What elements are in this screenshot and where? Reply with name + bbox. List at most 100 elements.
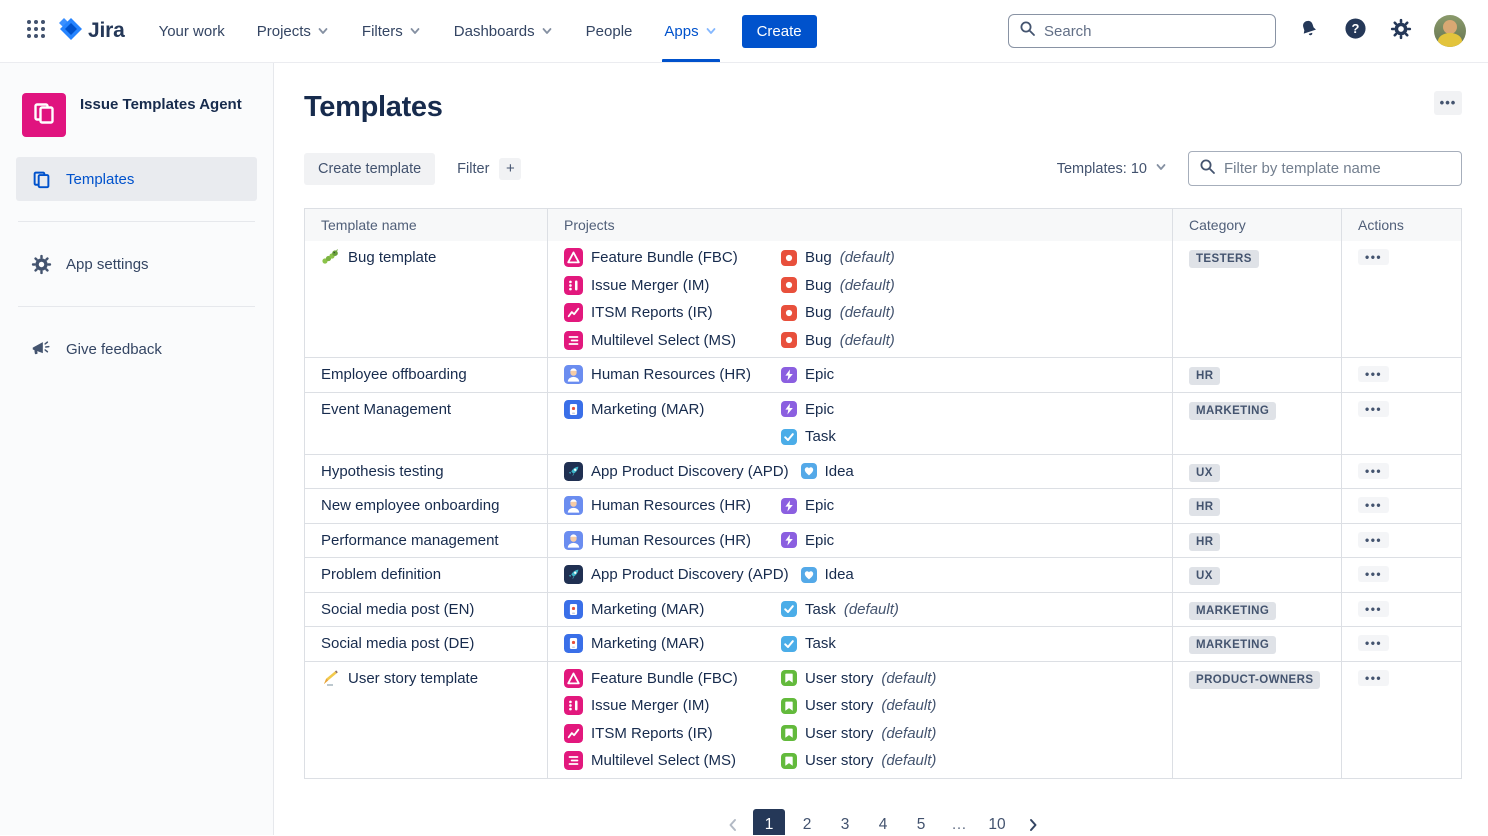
nav-item-label: Filters [361,22,403,40]
create-template-button[interactable]: Create template [304,152,436,185]
nav-item-dashboards[interactable]: Dashboards [438,0,570,62]
marketing-project-icon [564,599,583,619]
writing-hand-emoji-icon [321,669,340,688]
bug-issue-icon [781,277,797,294]
nav-item-apps[interactable]: Apps [648,0,733,62]
pagination-prev-button[interactable] [719,809,747,836]
issue-type-label: User story [805,752,874,770]
row-actions-button[interactable]: ••• [1358,566,1390,582]
nav-item-your-work[interactable]: Your work [143,0,241,62]
search-icon [1199,158,1216,180]
bug-issue-icon [781,304,797,321]
marketing-project-icon [564,634,583,654]
human-resources-project-icon [564,530,583,550]
task-issue-icon [781,428,797,445]
sidebar-item-label: App settings [66,255,149,273]
idea-issue-icon [800,463,817,480]
sidebar-divider [18,221,255,222]
pagination-page-10[interactable]: 10 [981,809,1013,836]
actions-cell: ••• [1341,489,1461,523]
row-actions-button[interactable]: ••• [1358,635,1390,651]
nav-item-projects[interactable]: Projects [241,0,346,62]
row-actions-button[interactable]: ••• [1358,400,1390,417]
row-actions-button[interactable]: ••• [1358,600,1390,617]
row-actions-button[interactable]: ••• [1358,497,1390,513]
templates-table: Template name Projects Category Actions Bug… [304,208,1462,779]
issue-merger-project-icon [564,275,583,295]
category-badge: TESTERS [1189,250,1259,268]
project-label: Marketing (MAR) [591,600,705,618]
chevron-down-icon [540,24,554,38]
bell-icon[interactable] [1296,18,1322,44]
issue-type-label: Epic [805,400,835,418]
issue-type-default-flag: (default) [839,276,895,294]
category-badge: UX [1189,567,1220,585]
app-switcher-grid-icon[interactable] [20,15,52,47]
nav-item-label: Your work [158,22,225,40]
category-cell: MARKETING [1172,627,1341,661]
issue-type-label: Epic [805,366,835,384]
nav-item-label: Dashboards [453,22,535,40]
epic-issue-icon [781,532,797,549]
page-more-actions-button[interactable]: ••• [1434,91,1462,115]
global-search[interactable] [1008,14,1276,48]
jira-logo[interactable]: Jira [58,16,125,47]
template-name: Employee offboarding [321,366,467,384]
issue-type-label: Task [805,428,836,446]
template-name-filter[interactable] [1188,151,1462,186]
row-actions-button[interactable]: ••• [1358,669,1390,686]
pagination-page-4[interactable]: 4 [867,809,899,836]
help-icon[interactable]: ? [1342,18,1368,44]
issue-type-label: User story [805,724,874,742]
sidebar-item-templates[interactable]: Templates [16,157,257,201]
template-name-filter-input[interactable] [1224,160,1451,177]
issue-type-default-flag: (default) [881,697,937,715]
table-row: Event Management Marketing (MAR) Epic Task M… [305,391,1461,454]
nav-item-filters[interactable]: Filters [346,0,438,62]
sidebar-item-app-settings[interactable]: App settings [16,242,257,286]
pagination-page-5[interactable]: 5 [905,809,937,836]
projects-cell: Human Resources (HR) Epic [547,358,1172,392]
projects-cell: Marketing (MAR) Task [547,627,1172,661]
sidebar-item-give-feedback[interactable]: Give feedback [16,327,257,371]
projects-cell: Human Resources (HR) Epic [547,489,1172,523]
pagination-page-3[interactable]: 3 [829,809,861,836]
template-name-cell: User story template [305,662,547,778]
pagination-next-button[interactable] [1019,809,1047,836]
actions-cell: ••• [1341,358,1461,392]
page-title: Templates [304,91,443,123]
category-cell: HR [1172,489,1341,523]
projects-cell: Human Resources (HR) Epic [547,523,1172,557]
project-label: Human Resources (HR) [591,531,752,549]
row-actions-button[interactable]: ••• [1358,531,1390,548]
category-cell: UX [1172,558,1341,592]
gear-icon[interactable] [1388,18,1414,44]
nav-item-label: People [585,22,633,40]
nav-item-people[interactable]: People [570,0,649,62]
column-header-template-name: Template name [321,217,417,233]
pagination-page-1[interactable]: 1 [753,808,785,835]
row-actions-button[interactable]: ••• [1358,366,1390,382]
create-button[interactable]: Create [741,14,817,48]
task-issue-icon [781,635,797,652]
template-name: Bug template [348,249,437,267]
row-actions-button[interactable]: ••• [1358,462,1390,479]
project-label: Issue Merger (IM) [591,276,710,294]
main-content: Templates ••• Create template Filter + T… [274,63,1488,835]
project-label: Issue Merger (IM) [591,697,710,715]
pagination: 1 2 3 4 5… 10 [304,808,1462,836]
avatar[interactable] [1434,15,1466,47]
feature-bundle-project-icon [564,668,583,688]
search-input[interactable] [1044,22,1265,40]
add-filter-button[interactable]: + [499,157,522,180]
templates-count-dropdown[interactable]: Templates: 10 [1057,160,1168,178]
template-name-cell: New employee onboarding [305,489,547,523]
row-actions-button[interactable]: ••• [1358,249,1390,265]
category-cell: HR [1172,523,1341,557]
pagination-ellipsis: … [943,809,975,836]
project-label: App Product Discovery (APD) [591,566,789,584]
category-cell: MARKETING [1172,592,1341,626]
pagination-page-2[interactable]: 2 [791,809,823,836]
project-label: ITSM Reports (IR) [591,304,713,322]
column-header-category: Category [1172,209,1341,241]
